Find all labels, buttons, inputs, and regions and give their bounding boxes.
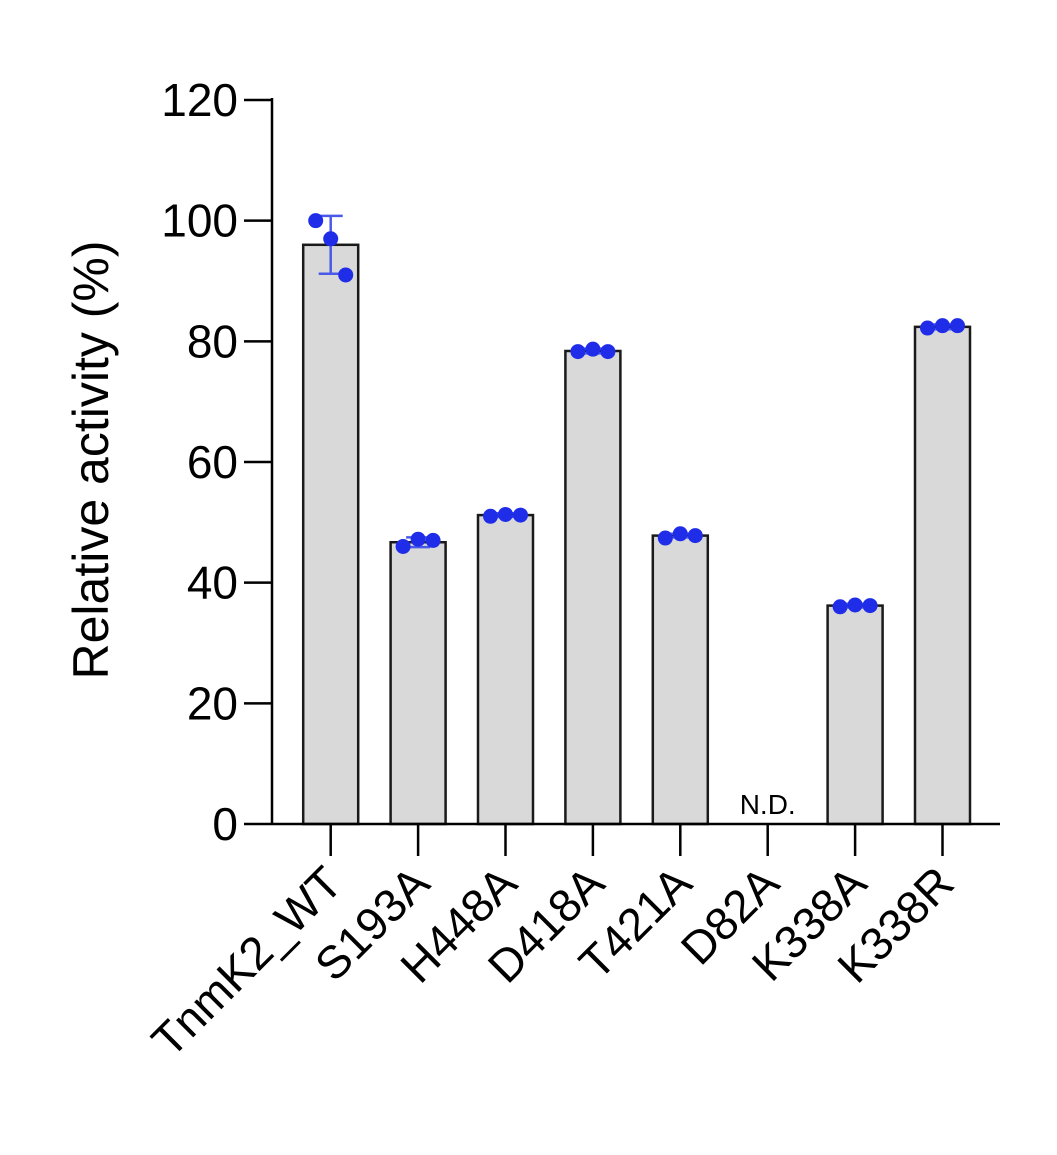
axes-layer: [244, 98, 1000, 856]
y-tick-label: 80: [187, 315, 238, 367]
bars-layer: [301, 243, 972, 826]
bar: [389, 540, 447, 826]
data-point: [832, 599, 848, 615]
data-point: [395, 538, 411, 554]
data-point: [308, 213, 324, 229]
data-point: [687, 528, 703, 544]
y-axis-label: Relative activity (%): [63, 241, 119, 680]
data-point: [483, 508, 498, 524]
data-point: [498, 506, 513, 522]
data-point: [513, 507, 528, 523]
data-point: [323, 231, 339, 247]
data-point: [570, 344, 586, 360]
data-point: [847, 597, 863, 613]
not-detected-annotation: N.D.: [740, 789, 796, 820]
bar: [651, 534, 710, 826]
bar: [913, 325, 972, 826]
y-tick-label: 0: [212, 798, 238, 850]
bar: [826, 604, 884, 826]
y-tick-label: 60: [187, 436, 238, 488]
data-point: [338, 267, 354, 283]
labels-layer: 020406080100120TnmK2_WTS193AH448AD418AT4…: [141, 74, 963, 1067]
data-point: [920, 320, 935, 336]
data-point: [425, 532, 441, 548]
data-point: [950, 318, 965, 334]
data-point: [935, 318, 950, 334]
data-point: [585, 341, 601, 357]
data-point: [862, 598, 878, 614]
bar: [301, 243, 360, 826]
bar: [564, 349, 622, 826]
bar: [476, 513, 535, 826]
y-tick-label: 100: [161, 195, 238, 247]
data-point: [672, 526, 688, 542]
data-point: [657, 530, 673, 546]
data-point: [410, 531, 426, 547]
y-tick-label: 40: [187, 557, 238, 609]
data-point: [600, 344, 616, 360]
points-layer: [308, 213, 965, 615]
y-tick-label: 120: [161, 74, 238, 126]
y-tick-label: 20: [187, 677, 238, 729]
